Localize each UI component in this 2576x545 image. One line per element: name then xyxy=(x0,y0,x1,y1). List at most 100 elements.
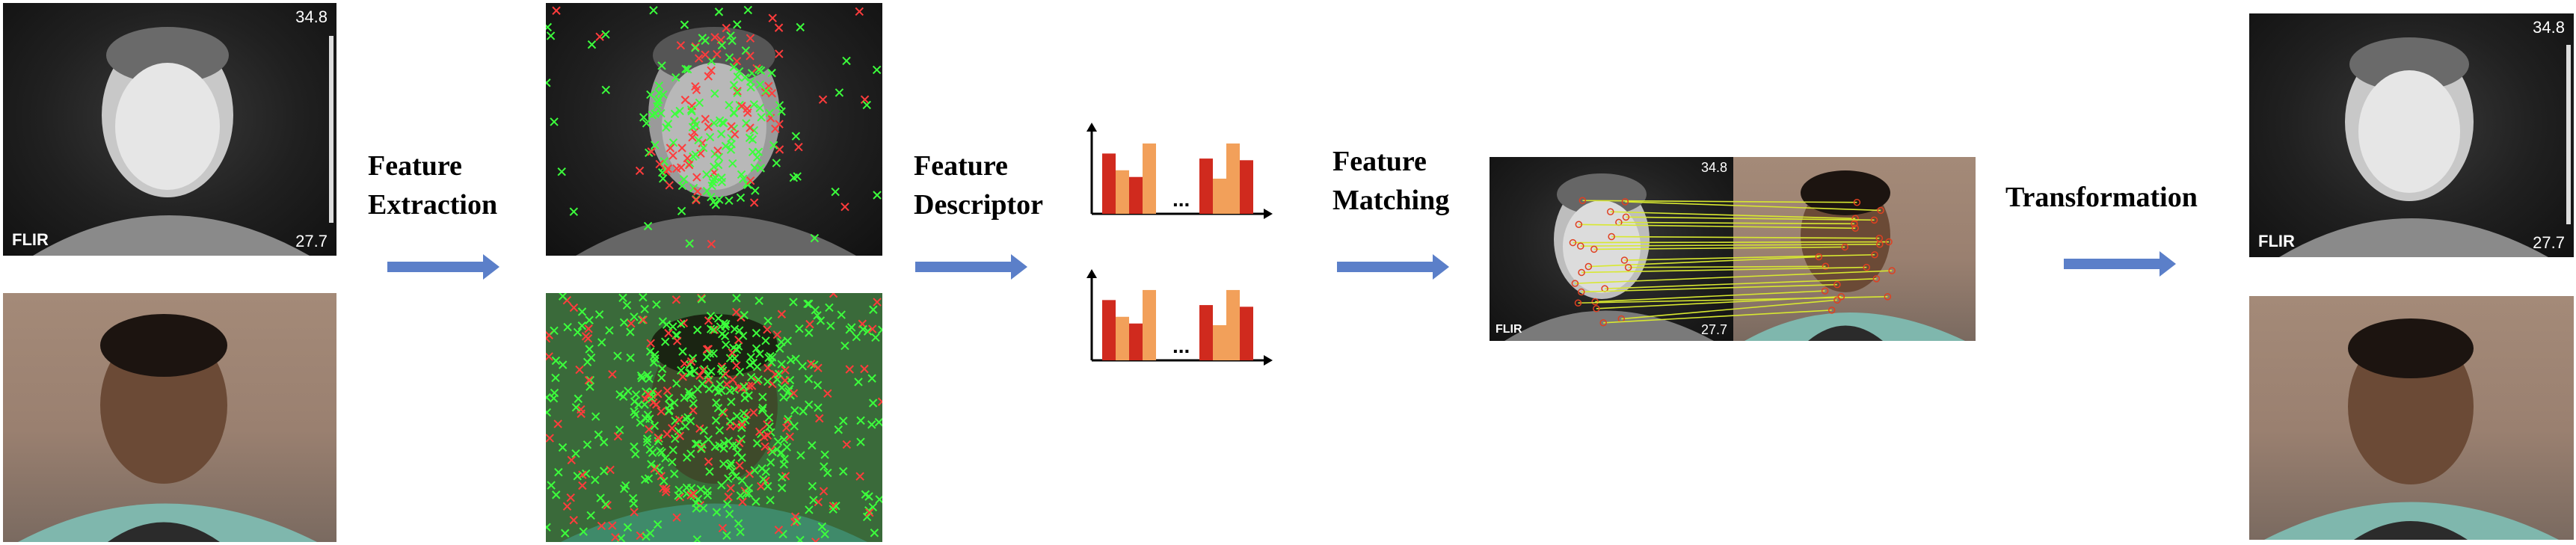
keypoint-marker xyxy=(771,124,780,134)
keypoint-marker xyxy=(718,407,727,416)
match-keypoint xyxy=(1620,256,1629,264)
keypoint-marker xyxy=(749,198,759,207)
keypoint-marker xyxy=(575,365,584,375)
keypoint-marker xyxy=(758,392,767,401)
keypoint-marker xyxy=(670,109,680,119)
match-keypoint xyxy=(1815,253,1823,261)
keypoint-marker xyxy=(683,65,692,74)
keypoint-marker xyxy=(726,461,735,470)
keypoint-marker xyxy=(657,167,667,177)
keypoint-marker xyxy=(567,455,576,465)
keypoint-marker xyxy=(759,475,768,484)
input-rgb-image xyxy=(3,293,336,542)
keypoint-marker xyxy=(585,345,594,354)
keypoint-marker xyxy=(823,389,832,398)
keypoint-marker xyxy=(732,57,742,66)
rgb-face xyxy=(18,314,317,542)
keypoint-marker xyxy=(630,442,639,452)
histogram-ellipsis: ... xyxy=(1172,188,1190,211)
match-keypoint xyxy=(1607,208,1614,215)
keypoint-marker xyxy=(711,200,720,209)
keypoint-marker xyxy=(678,372,687,381)
keypoint-marker xyxy=(790,406,799,415)
matching-image-pair: 34.8 27.7 FLIR xyxy=(1490,157,1976,341)
thermal-keypoints xyxy=(546,5,882,256)
keypoint-marker xyxy=(736,491,746,500)
keypoint-marker xyxy=(825,303,834,312)
keypoint-marker xyxy=(573,327,582,337)
match-line xyxy=(1621,299,1838,320)
keypoint-marker xyxy=(869,305,878,314)
keypoint-marker xyxy=(709,325,718,334)
keypoint-marker xyxy=(595,32,604,41)
keypoint-marker xyxy=(550,326,559,336)
keypoint-marker xyxy=(725,416,735,426)
keypoint-marker xyxy=(601,30,610,39)
keypoint-marker xyxy=(732,411,742,421)
keypoint-marker xyxy=(645,425,654,434)
arrow-icon xyxy=(387,254,499,280)
keypoint-marker xyxy=(775,101,784,110)
match-keypoint xyxy=(1851,215,1859,223)
keypoint-marker xyxy=(721,141,731,151)
keypoint-marker xyxy=(816,316,826,325)
keypoint-marker xyxy=(728,348,737,357)
keypoint-marker xyxy=(855,472,864,481)
keypoint-marker xyxy=(748,358,757,368)
keypoint-marker xyxy=(785,432,795,441)
keypoint-marker xyxy=(744,391,753,400)
keypoint-marker xyxy=(781,366,790,375)
keypoint-marker xyxy=(654,88,664,98)
keypoint-marker xyxy=(637,315,647,324)
rgb-face xyxy=(2264,318,2559,540)
keypoint-marker xyxy=(640,475,650,484)
keypoint-marker xyxy=(549,394,559,403)
keypoint-marker xyxy=(856,437,865,446)
keypoint-marker xyxy=(558,360,568,369)
keypoint-marker xyxy=(728,467,737,475)
keypoint-marker xyxy=(775,49,784,58)
keypoint-marker xyxy=(672,379,681,388)
keypoint-marker xyxy=(670,469,679,478)
keypoint-marker xyxy=(790,422,799,431)
temp-max-label: 34.8 xyxy=(2533,18,2565,37)
keypoint-marker xyxy=(870,529,879,538)
match-keypoint xyxy=(1608,233,1615,241)
keypoint-marker xyxy=(677,206,686,216)
match-line xyxy=(1624,253,1875,261)
keypoint-marker xyxy=(768,13,777,22)
keypoint-marker xyxy=(729,62,739,72)
keypoint-marker xyxy=(754,375,763,384)
keypoint-marker xyxy=(829,293,838,298)
keypoint-marker xyxy=(648,111,657,120)
keypoint-marker xyxy=(718,118,728,127)
keypoint-marker xyxy=(834,425,843,434)
keypoint-marker xyxy=(746,372,756,382)
keypoint-marker xyxy=(566,493,575,502)
keypoint-marker xyxy=(733,448,743,458)
keypoint-marker xyxy=(808,441,817,450)
keypoint-marker xyxy=(692,85,701,95)
keypoint-marker xyxy=(840,202,849,212)
keypoint-marker xyxy=(697,443,706,452)
keypoint-marker xyxy=(546,31,556,40)
keypoint-marker xyxy=(606,465,615,475)
match-line xyxy=(1625,201,1881,212)
keypoint-marker xyxy=(771,370,780,379)
keypoint-marker xyxy=(807,359,816,369)
match-keypoint xyxy=(1574,299,1582,307)
keypoint-marker xyxy=(550,117,559,126)
keypoint-marker xyxy=(727,122,736,131)
keypoint-marker xyxy=(686,449,695,458)
keypoint-marker xyxy=(657,373,666,383)
keypoint-marker xyxy=(761,336,770,345)
match-keypoint xyxy=(1821,287,1829,295)
keypoint-marker xyxy=(657,407,665,416)
y-axis-arrowhead xyxy=(1086,269,1097,278)
keypoint-marker xyxy=(605,326,614,335)
keypoint-marker xyxy=(737,170,746,179)
keypoint-marker xyxy=(784,414,793,424)
keypoint-marker xyxy=(796,451,805,460)
keypoint-marker xyxy=(582,357,592,366)
keypoint-marker xyxy=(680,422,690,431)
